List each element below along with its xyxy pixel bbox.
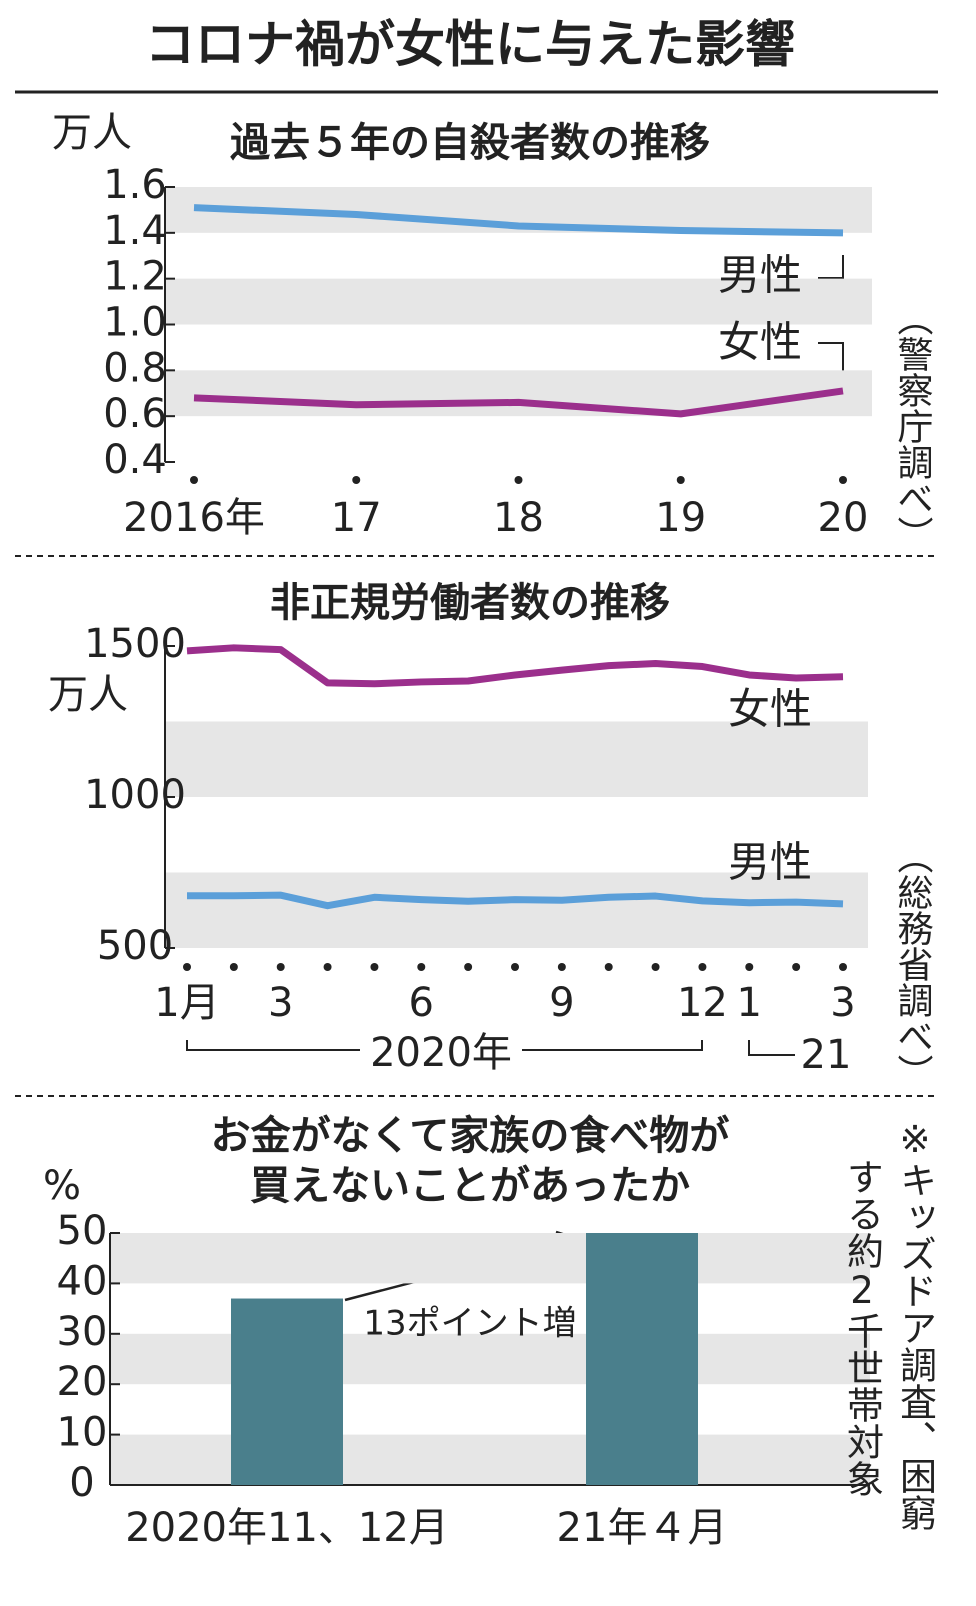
y-tick-label: 1.4 <box>103 208 167 254</box>
x-tick-label: 20 <box>818 495 869 541</box>
band <box>110 1434 870 1485</box>
x-tick-dot <box>698 963 707 971</box>
unit-label: 万人 <box>48 672 128 718</box>
line-series <box>187 891 844 910</box>
source-note: （総務省調べ） <box>892 838 934 1090</box>
series-label: 男性 <box>718 251 802 300</box>
band <box>110 1233 870 1284</box>
y-tick-label: 500 <box>97 923 173 969</box>
label-leader <box>818 255 844 279</box>
series-label: 女性 <box>728 685 812 734</box>
bar <box>586 1233 698 1485</box>
x-tick-dot <box>839 963 847 971</box>
x-tick-dot <box>839 476 847 484</box>
y-tick-label: 0.8 <box>103 345 167 391</box>
y-tick-label: 50 <box>57 1208 108 1254</box>
x-tick-dot <box>370 963 379 971</box>
series-label: 男性 <box>728 838 812 887</box>
y-tick-label: 40 <box>57 1258 108 1304</box>
x-tick-label: 9 <box>549 980 574 1026</box>
unit-label: % <box>43 1163 81 1209</box>
line-series <box>193 204 844 237</box>
x-tick-dot <box>676 476 685 484</box>
group-bracket <box>186 1040 360 1051</box>
x-tick-label: 12 <box>677 980 728 1026</box>
x-tick-dot <box>183 963 191 971</box>
note: ※キッズドア調査、困窮 <box>894 1118 937 1531</box>
source-note: （警察庁調べ） <box>892 300 934 552</box>
x-tick-label: 3 <box>268 980 293 1026</box>
label-leader <box>818 342 844 380</box>
title-line: 買えないことがあったか <box>250 1163 690 1209</box>
series-label: 女性 <box>718 318 802 367</box>
annotation: 13ポイント増 <box>363 1304 576 1344</box>
band <box>165 721 868 797</box>
x-tick-label: 1月 <box>154 980 219 1026</box>
x-tick-label: 2020年11、12月 <box>125 1505 449 1551</box>
x-tick-label: 2016年 <box>123 495 265 541</box>
x-tick-dot <box>464 963 473 971</box>
y-tick-label: 0.6 <box>103 391 167 437</box>
x-tick-dot <box>514 476 523 484</box>
x-tick-label: 6 <box>409 980 434 1026</box>
x-tick-label: 17 <box>331 495 382 541</box>
chart-title: 過去５年の自殺者数の推移 <box>230 120 710 166</box>
y-tick-label: 0.4 <box>103 437 167 483</box>
y-tick-label: 1000 <box>84 772 186 818</box>
band <box>165 370 872 417</box>
x-tick-dot <box>229 963 238 971</box>
unit-label: 万人 <box>52 110 132 156</box>
x-tick-dot <box>511 963 519 971</box>
x-tick-label: 21年４月 <box>557 1505 728 1551</box>
x-tick-label: 18 <box>493 495 544 541</box>
x-tick-label: 19 <box>655 495 706 541</box>
group-bracket <box>522 1040 703 1051</box>
line-series <box>193 387 844 418</box>
x-group-label: 2020年 <box>370 1030 512 1076</box>
band <box>165 872 868 948</box>
x-tick-dot <box>651 963 660 971</box>
y-tick-label: 1500 <box>84 621 186 667</box>
line-series <box>186 644 844 688</box>
chart-title: お金がなくて家族の食べ物が買えないことがあったか <box>211 1113 730 1209</box>
bar <box>231 1298 343 1485</box>
x-tick-label: 1 <box>737 980 762 1026</box>
page-title: コロナ禍が女性に与えた影響 <box>145 16 795 74</box>
y-tick-label: 30 <box>57 1309 108 1355</box>
y-tick-label: 1.2 <box>103 254 167 300</box>
y-tick-label: 1.6 <box>103 162 167 208</box>
group-bracket <box>748 1040 795 1056</box>
x-tick-dot <box>352 476 361 484</box>
band <box>165 278 872 325</box>
y-tick-label: 20 <box>57 1359 108 1405</box>
title-line: お金がなくて家族の食べ物が <box>211 1113 730 1159</box>
chart-title: 非正規労働者数の推移 <box>270 580 670 626</box>
y-tick-label: 0 <box>69 1460 94 1506</box>
y-tick-label: 1.0 <box>103 300 167 346</box>
x-tick-dot <box>190 476 198 484</box>
x-tick-dot <box>417 963 426 971</box>
x-tick-dot <box>323 963 332 971</box>
x-tick-label: 3 <box>830 980 855 1026</box>
note: する約2千世帯対象 <box>841 1158 884 1497</box>
x-tick-dot <box>604 963 613 971</box>
x-group-label: 21 <box>801 1032 852 1078</box>
x-tick-dot <box>276 963 285 971</box>
y-tick-label: 10 <box>57 1410 108 1456</box>
x-tick-dot <box>745 963 754 971</box>
x-tick-dot <box>557 963 566 971</box>
x-tick-dot <box>792 963 801 971</box>
